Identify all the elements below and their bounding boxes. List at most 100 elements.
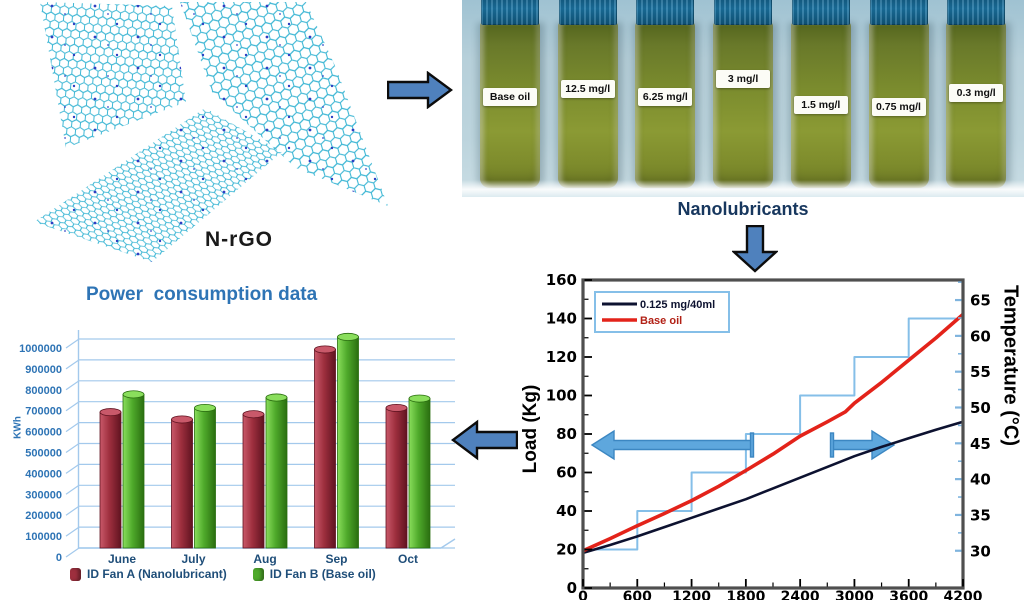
arrow-tail-tick — [749, 432, 755, 458]
bar-y-tick-label: 800000 — [25, 385, 62, 397]
bar-y-tick-label: 100000 — [25, 531, 62, 543]
left-y-tick-label: 120 — [546, 348, 577, 366]
x-tick-label: 4200 — [944, 589, 983, 600]
x-tick-label: 3000 — [835, 589, 874, 600]
line-legend-label: Base oil — [640, 315, 682, 327]
vial-cap — [636, 0, 695, 25]
vial-liquid — [946, 22, 1007, 188]
bar-sep-series-1 — [314, 349, 336, 549]
bar-x-category-label: July — [181, 552, 205, 566]
bar-aug-series-1 — [242, 413, 265, 549]
line-legend-label: 0.125 mg/40ml — [640, 299, 715, 311]
vial-tray-highlight — [462, 180, 1024, 197]
vial-cap — [714, 0, 773, 25]
vial-label: 1.5 mg/l — [793, 96, 848, 114]
x-tick-label: 0 — [578, 589, 588, 600]
legend-item-fan-a: ID Fan A (Nanolubricant) — [70, 567, 227, 581]
legend-label-fan-a: ID Fan A (Nanolubricant) — [87, 567, 227, 581]
vial-label: 3 mg/l — [716, 70, 771, 88]
left-y-tick-label: 160 — [546, 271, 577, 289]
vial-cap — [481, 0, 539, 25]
vial-cap — [869, 0, 928, 25]
vial-label: 0.3 mg/l — [949, 84, 1004, 102]
vial-1: Base oil — [480, 0, 540, 197]
bar-x-category-label: Sep — [325, 552, 347, 566]
bar-oct-series-2 — [408, 398, 431, 549]
vial-cap — [947, 0, 1006, 25]
graphene-sheet-bottom — [34, 108, 282, 262]
power-consumption-bar-chart: Power consumption data KWh 0 100000 200000… — [8, 282, 464, 600]
nanolubricant-vials-photo: Base oil 12.5 mg/l 6.25 mg/l 3 mg/l 1.5 mg/l… — [462, 0, 1024, 197]
bar-june-series-1 — [99, 411, 122, 549]
bar-top — [265, 393, 288, 402]
bar-y-tick-label: 700000 — [25, 406, 62, 418]
line-chart-plot: 0 20 40 60 80 100 120 140 160 30 35 40 45 50 55 60 65 0 60… — [546, 271, 991, 600]
bar-y-tick-label: 900000 — [25, 364, 62, 376]
right-y-tick-label: 45 — [970, 435, 991, 453]
series-0-125-mg-40ml — [582, 420, 964, 555]
graphene-sheet-top-left — [40, 2, 186, 148]
bar-top — [194, 403, 216, 412]
bar-y-tick-label: 600000 — [25, 427, 62, 439]
bar-y-tick-label: 300000 — [25, 489, 62, 501]
vial-2: 12.5 mg/l — [557, 0, 618, 197]
vial-label: 6.25 mg/l — [638, 88, 693, 106]
bar-july-series-2 — [194, 407, 216, 549]
x-tick-label: 3600 — [889, 589, 928, 600]
right-y-tick-label: 50 — [970, 399, 991, 417]
vial-7: 0.3 mg/l — [946, 0, 1007, 197]
legend-label-fan-b: ID Fan B (Base oil) — [269, 567, 376, 581]
legend-item-fan-b: ID Fan B (Base oil) — [252, 567, 376, 581]
vial-cap — [558, 0, 617, 25]
bar-top — [337, 332, 359, 341]
vial-3: 6.25 mg/l — [635, 0, 696, 197]
vial-4: 3 mg/l — [713, 0, 774, 197]
bar-x-category-label: Oct — [398, 552, 418, 566]
nanolubricants-caption: Nanolubricants — [677, 199, 809, 219]
arrow-tail-tick — [829, 432, 835, 458]
vial-label: 0.75 mg/l — [871, 98, 926, 116]
left-y-tick-label: 20 — [556, 541, 577, 559]
bar-x-category-label: Aug — [253, 552, 276, 566]
bar-sep-series-2 — [337, 336, 359, 549]
x-tick-label: 1800 — [726, 589, 765, 600]
vial-liquid — [713, 22, 774, 188]
axis-pointer-arrows — [590, 429, 896, 461]
bar-june-series-2 — [122, 393, 145, 549]
graphene-sheet-right — [180, 2, 388, 206]
right-y-tick-label: 55 — [970, 363, 991, 381]
nrgo-label: N-rGO — [205, 228, 273, 251]
bar-y-tick-label: 500000 — [25, 448, 62, 460]
graphene-sheets-illustration — [34, 2, 388, 262]
bar-chart-title: Power consumption data — [86, 284, 318, 305]
bar-top — [408, 394, 431, 403]
vial-label: Base oil — [483, 88, 537, 106]
flow-arrow-left-icon — [451, 419, 518, 461]
bar-y-tick-label: 400000 — [25, 468, 62, 480]
right-y-tick-label: 65 — [970, 292, 991, 310]
left-y-tick-label: 80 — [556, 425, 577, 443]
vial-cap — [791, 0, 850, 25]
legend-swatch-fan-b — [252, 567, 264, 581]
x-tick-label: 600 — [623, 589, 652, 600]
left-y-tick-label: 60 — [556, 464, 577, 482]
vial-liquid — [557, 22, 618, 188]
left-y-tick-label: 0 — [567, 579, 577, 597]
right-y-tick-label: 30 — [970, 542, 991, 560]
line-chart-legend: 0.125 mg/40ml Base oil — [594, 291, 730, 333]
right-y-tick-label: 40 — [970, 471, 991, 489]
flow-arrow-down-icon — [732, 225, 778, 273]
right-y-tick-label: 35 — [970, 506, 991, 524]
bar-chart-legend: ID Fan A (Nanolubricant) ID Fan B (Base … — [70, 567, 376, 581]
bar-top — [99, 408, 122, 417]
left-y-tick-label: 100 — [546, 387, 577, 405]
vial-5: 1.5 mg/l — [790, 0, 851, 197]
right-y-tick-label: 60 — [970, 327, 991, 345]
left-y-tick-label: 40 — [556, 502, 577, 520]
bar-top — [314, 345, 336, 354]
bar-oct-series-1 — [385, 407, 408, 549]
bar-x-category-label: June — [108, 552, 136, 566]
left-y-tick-label: 140 — [546, 310, 577, 328]
bar-top — [171, 415, 193, 424]
